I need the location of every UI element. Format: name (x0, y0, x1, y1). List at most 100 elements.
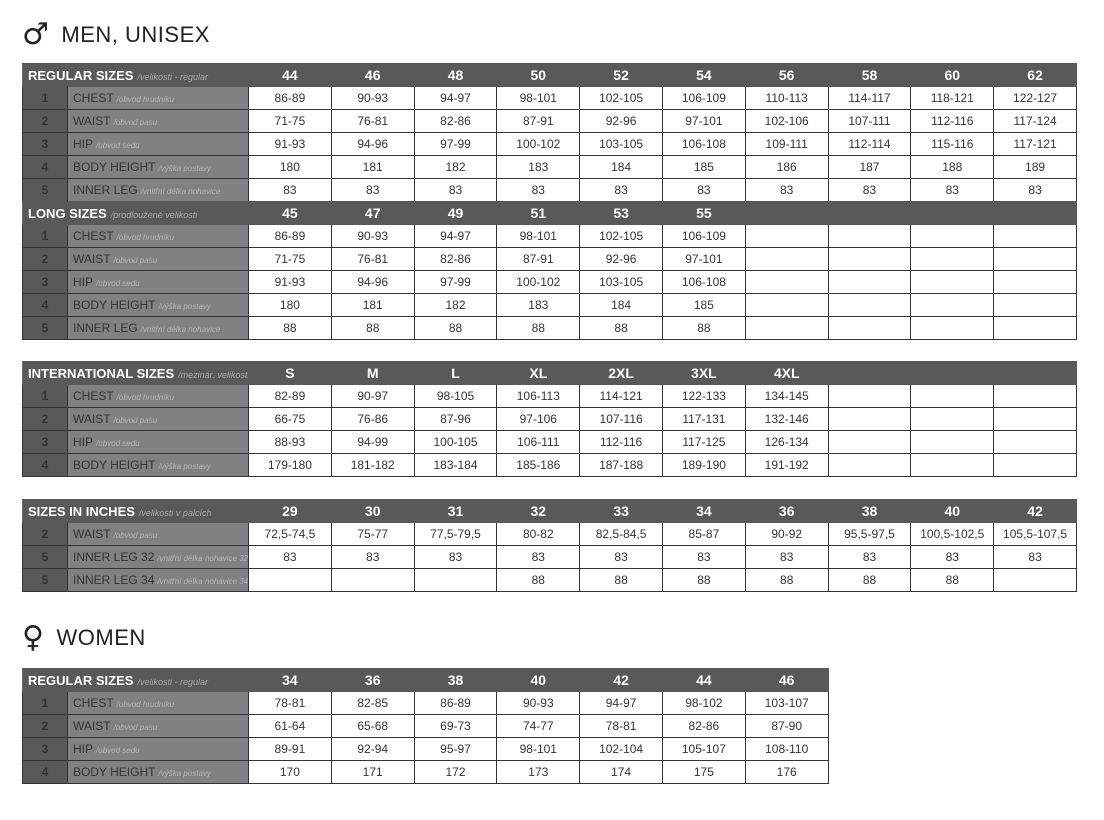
measurement-value (248, 568, 332, 592)
measurement-value: 100-105 (413, 430, 498, 454)
measurement-value: 90-93 (330, 86, 415, 110)
measurement-value: 94-99 (330, 430, 415, 454)
row-number: 1 (22, 691, 68, 715)
measurement-value: 83 (496, 178, 581, 202)
measurement-value: 180 (248, 155, 332, 179)
size-column-header: 50 (496, 63, 581, 87)
size-column-header: 36 (744, 499, 829, 523)
measurement-label: INNER LEG 32/vnitřní délka nohavice 32 (66, 545, 250, 569)
empty-cell (993, 224, 1077, 248)
measurement-label: HIP/obvod sedu (67, 737, 249, 761)
measurement-name: CHEST (73, 229, 114, 243)
measurement-value: 88 (579, 316, 663, 340)
size-column-header: 49 (413, 201, 498, 225)
size-column-header: 42 (579, 668, 663, 692)
measurement-value: 92-94 (330, 737, 415, 761)
measurement-value: 61-64 (248, 714, 332, 738)
measurement-value: 75-77 (330, 522, 415, 546)
measurement-value: 83 (993, 178, 1077, 202)
size-column-header: 36 (330, 668, 415, 692)
measurement-value: 106-113 (496, 384, 581, 408)
measurement-name: HIP (73, 137, 94, 151)
measurement-value: 181 (330, 293, 415, 317)
measurement-value: 95,5-97,5 (827, 522, 912, 546)
empty-cell (827, 384, 912, 408)
table-subtitle: /velikosti v palcích (138, 507, 212, 518)
measurement-translation: /výška postavy (158, 462, 211, 471)
measurement-name: WAIST (73, 527, 111, 541)
measurement-value: 83 (496, 545, 581, 569)
row-number: 3 (22, 430, 68, 454)
empty-cell (993, 270, 1077, 294)
measurement-value: 88 (910, 568, 995, 592)
measurement-value: 117-131 (662, 407, 746, 431)
measurement-value: 88 (248, 316, 332, 340)
measurement-translation: /obvod pasu (113, 118, 158, 127)
table-title-text: INTERNATIONAL SIZES (28, 365, 175, 381)
measurement-value: 83 (662, 545, 746, 569)
measurement-value: 88 (496, 568, 581, 592)
measurement-value: 88 (827, 568, 912, 592)
measurement-value: 83 (330, 178, 415, 202)
measurement-value: 94-96 (330, 270, 415, 294)
empty-column-header (910, 361, 995, 385)
table-title: LONG SIZES/prodloužené velikosti (21, 201, 250, 225)
empty-column-header (993, 361, 1077, 385)
measurement-value (993, 568, 1077, 592)
empty-cell (827, 224, 912, 248)
measurement-value: 94-96 (330, 132, 415, 156)
measurement-value: 83 (910, 545, 995, 569)
measurement-translation: /obvod sedu (96, 141, 140, 150)
size-column-header: 34 (662, 499, 746, 523)
measurement-translation: /obvod hrudníku (116, 393, 175, 402)
size-column-header: 58 (827, 63, 912, 87)
empty-cell (910, 316, 995, 340)
size-column-header: 56 (744, 63, 829, 87)
measurement-value: 86-89 (413, 691, 498, 715)
measurement-value: 181 (330, 155, 415, 179)
men-sizes-in-inches-table: SIZES IN INCHES/velikosti v palcích 29 30 3… (21, 499, 1077, 592)
size-column-header: 40 (496, 668, 581, 692)
row-number: 2 (22, 109, 68, 133)
measurement-value: 92-96 (579, 109, 663, 133)
measurement-value: 71-75 (248, 109, 332, 133)
row-number: 5 (22, 178, 68, 202)
empty-cell (993, 453, 1077, 477)
table-title-text: REGULAR SIZES (28, 67, 134, 83)
size-column-header: 33 (579, 499, 663, 523)
measurement-label: WAIST/obvod pasu (67, 109, 249, 133)
measurement-value: 180 (248, 293, 332, 317)
size-column-header: 51 (496, 201, 581, 225)
measurement-label: BODY HEIGHT/výška postavy (66, 293, 250, 317)
measurement-value: 86-89 (248, 86, 332, 110)
measurement-label: INNER LEG/vnitřní délka nohavice (67, 178, 249, 202)
measurement-label: CHEST/obvod hrudníku (66, 384, 250, 408)
men-section-title: ♂ MEN, UNISEX (22, 20, 210, 50)
measurement-value: 102-105 (579, 224, 663, 248)
row-number: 2 (22, 247, 68, 271)
size-column-header: 38 (827, 499, 912, 523)
size-column-header: 3XL (662, 361, 746, 385)
measurement-translation: /výška postavy (158, 164, 211, 173)
measurement-name: CHEST (73, 91, 114, 105)
measurement-value: 100-102 (496, 132, 581, 156)
table-header-row: SIZES IN INCHES/velikosti v palcích 29 30 3… (21, 499, 1077, 523)
size-column-header: 29 (248, 499, 332, 523)
row-number: 1 (22, 86, 68, 110)
table-title: SIZES IN INCHES/velikosti v palcích (21, 499, 250, 523)
empty-cell (744, 224, 829, 248)
measurement-value: 83 (330, 545, 415, 569)
empty-cell (910, 453, 995, 477)
table-row: 2 WAIST/obvod pasu 61-64 65-68 69-73 74-77 78-… (22, 714, 829, 738)
row-number: 3 (22, 132, 68, 156)
measurement-value: 97-101 (662, 247, 746, 271)
measurement-name: INNER LEG (73, 321, 138, 335)
measurement-value: 105-107 (661, 737, 746, 761)
measurement-translation: /obvod pasu (113, 723, 158, 732)
table-title-text: SIZES IN INCHES (28, 503, 135, 519)
measurement-value: 186 (744, 155, 829, 179)
measurement-value: 87-96 (413, 407, 498, 431)
measurement-label: WAIST/obvod pasu (66, 247, 250, 271)
table-subtitle: /velikosti - regular (137, 676, 208, 687)
empty-cell (993, 384, 1077, 408)
